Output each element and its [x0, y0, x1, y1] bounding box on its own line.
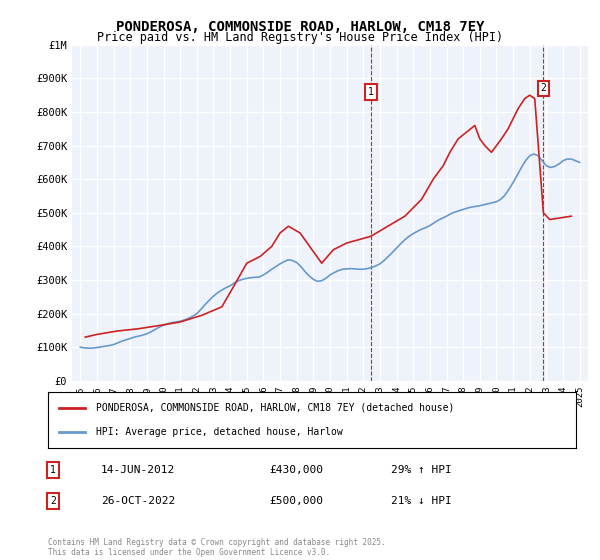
- Text: 29% ↑ HPI: 29% ↑ HPI: [391, 465, 452, 475]
- Text: Contains HM Land Registry data © Crown copyright and database right 2025.
This d: Contains HM Land Registry data © Crown c…: [48, 538, 386, 557]
- Text: 14-JUN-2012: 14-JUN-2012: [101, 465, 175, 475]
- Text: HPI: Average price, detached house, Harlow: HPI: Average price, detached house, Harl…: [95, 427, 342, 437]
- Text: PONDEROSA, COMMONSIDE ROAD, HARLOW, CM18 7EY (detached house): PONDEROSA, COMMONSIDE ROAD, HARLOW, CM18…: [95, 403, 454, 413]
- Text: 26-OCT-2022: 26-OCT-2022: [101, 496, 175, 506]
- Text: 1: 1: [368, 87, 374, 97]
- Text: 2: 2: [541, 83, 547, 94]
- Text: 21% ↓ HPI: 21% ↓ HPI: [391, 496, 452, 506]
- Text: 2: 2: [50, 496, 56, 506]
- Text: 1: 1: [50, 465, 56, 475]
- Text: Price paid vs. HM Land Registry's House Price Index (HPI): Price paid vs. HM Land Registry's House …: [97, 31, 503, 44]
- Text: £430,000: £430,000: [270, 465, 324, 475]
- Text: PONDEROSA, COMMONSIDE ROAD, HARLOW, CM18 7EY: PONDEROSA, COMMONSIDE ROAD, HARLOW, CM18…: [116, 20, 484, 34]
- Text: £500,000: £500,000: [270, 496, 324, 506]
